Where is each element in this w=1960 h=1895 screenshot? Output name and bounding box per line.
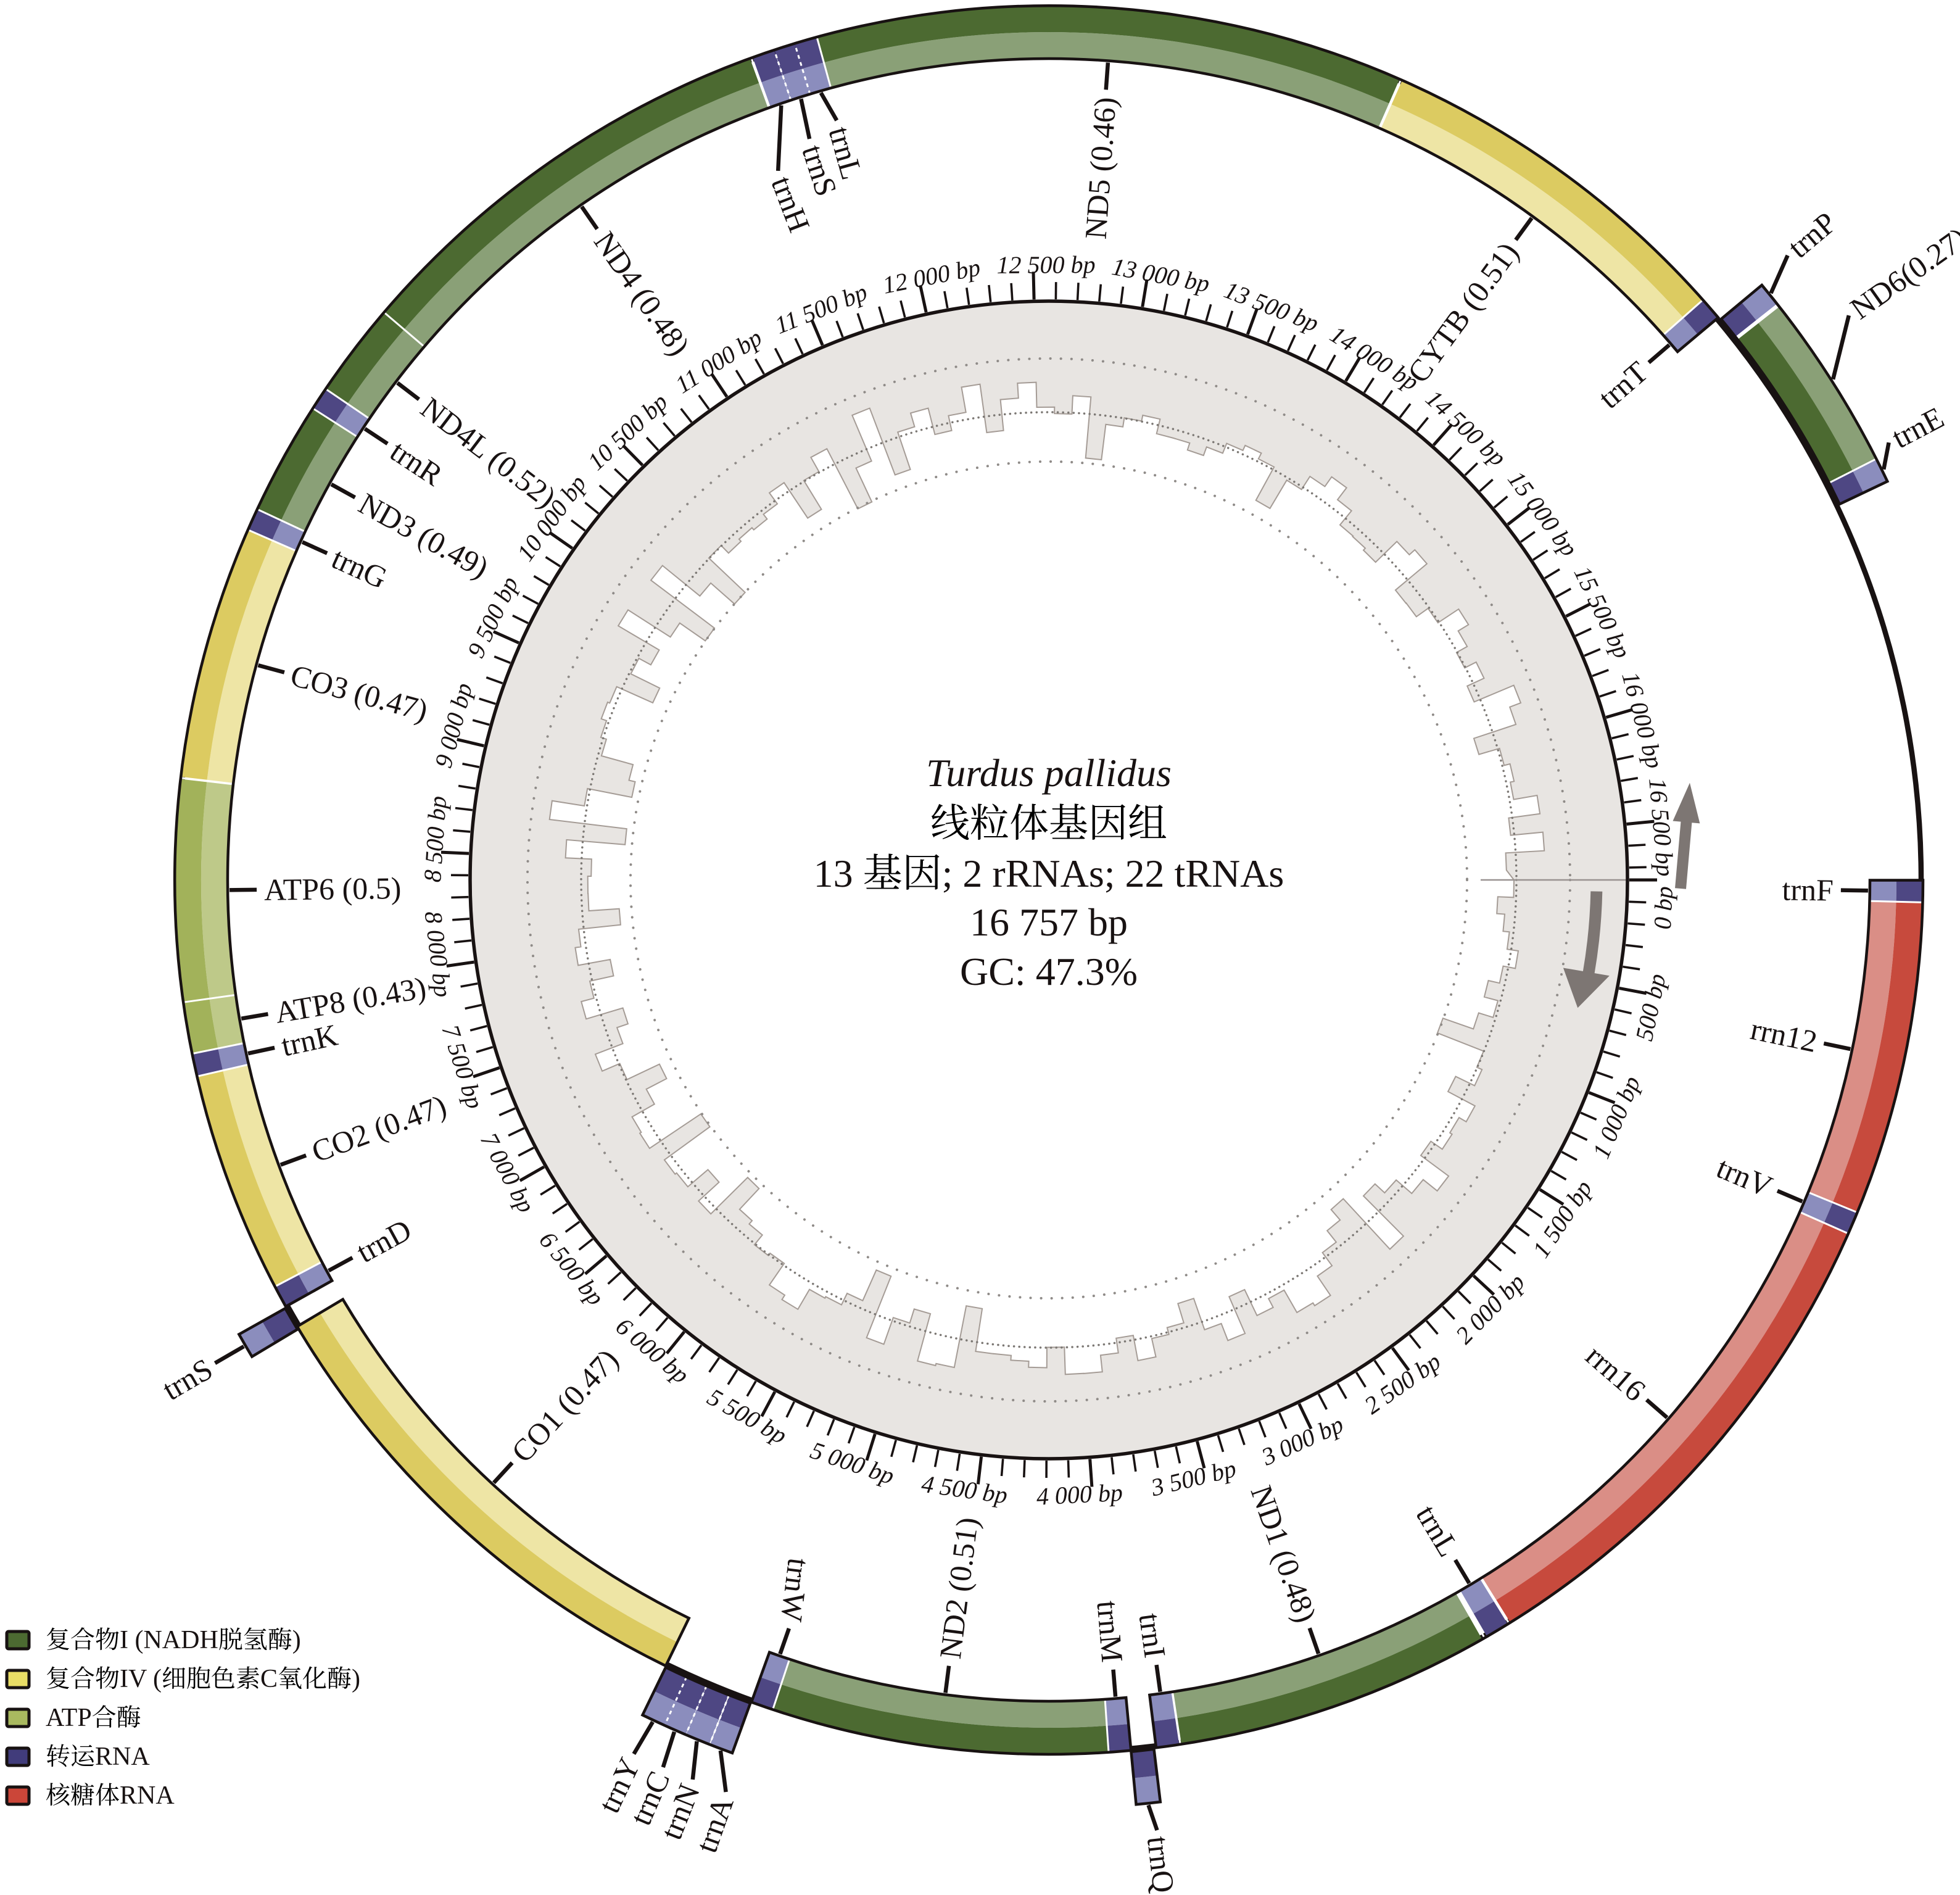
svg-text:12 500 bp: 12 500 bp [996,251,1095,279]
svg-text:trnI: trnI [1132,1611,1172,1660]
svg-text:; 2 rRNAs; 22 tRNAs: ; 2 rRNAs; 22 tRNAs [942,852,1284,895]
svg-text:GC: 47.3%: GC: 47.3% [960,950,1138,993]
svg-text:ATP: ATP [46,1704,92,1732]
svg-text:Turdus pallidus: Turdus pallidus [926,751,1172,795]
svg-text:trnF: trnF [1782,872,1834,907]
svg-text:I (NADH: I (NADH [120,1626,218,1654]
svg-text:trnW: trnW [774,1556,816,1624]
svg-text:RNA: RNA [120,1781,175,1810]
svg-text:4 000 bp: 4 000 bp [1036,1478,1123,1511]
svg-text:trnQ: trnQ [1141,1835,1181,1894]
svg-text:8 500 bp: 8 500 bp [418,795,452,883]
svg-text:16 757 bp: 16 757 bp [970,900,1128,944]
svg-text:RNA: RNA [95,1743,150,1771]
svg-text:13: 13 [814,852,853,895]
svg-text:): ) [292,1626,301,1654]
svg-text:ATP6 (0.5): ATP6 (0.5) [264,871,402,907]
svg-text:0 bp: 0 bp [1648,885,1678,930]
svg-text:C: C [260,1665,278,1693]
svg-text:trnM: trnM [1090,1599,1130,1664]
svg-text:): ) [352,1665,360,1693]
svg-text:IV (: IV ( [120,1665,162,1693]
